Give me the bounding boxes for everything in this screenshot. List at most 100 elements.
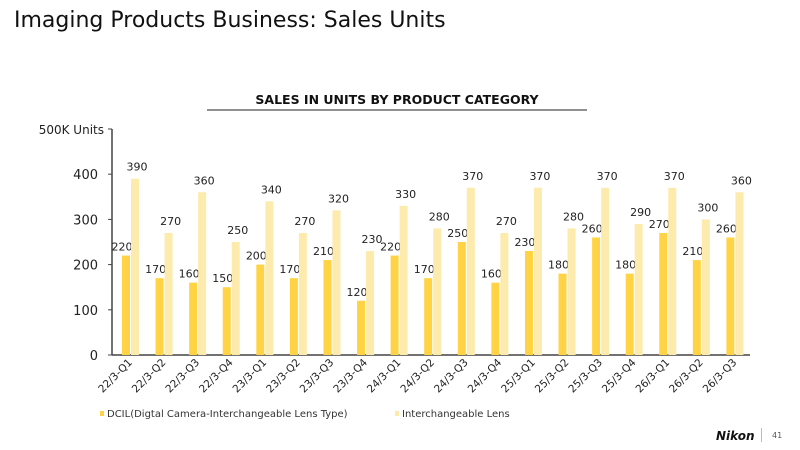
legend-label: Interchangeable Lens [402,409,510,420]
legend-label: DCIL(Digtal Camera-Interchangeable Lens … [107,409,348,420]
data-label: 230 [514,236,535,249]
bar-lens [131,178,139,355]
legend-swatch [100,411,104,416]
bar-dcil [289,278,298,355]
x-tick-label: 23/3-Q4 [331,356,370,395]
bar-dcil [692,260,701,355]
y-tick-label: 0 [90,349,98,364]
data-label: 360 [731,174,752,187]
data-label: 260 [716,222,737,235]
bar-lens [198,192,207,355]
bar-dcil [323,260,332,355]
bar-dcil [122,255,130,355]
y-tick-label: 400 [73,168,98,183]
x-tick-label: 24/3-Q4 [466,356,505,395]
data-label: 280 [563,210,584,223]
data-label: 370 [462,170,483,183]
page-title: Imaging Products Business: Sales Units [14,8,446,33]
data-label: 370 [529,170,550,183]
bar-lens [634,223,643,355]
data-label: 340 [261,183,282,196]
bar-dcil [457,242,466,355]
data-label: 200 [246,250,267,263]
bar-dcil [390,255,399,355]
data-label: 160 [179,268,200,281]
data-label: 170 [145,263,166,276]
data-label: 270 [160,215,181,228]
footer-divider [761,428,762,442]
x-tick-label: 23/3-Q2 [264,357,303,396]
bar-dcil [222,287,231,355]
bar-lens [735,192,744,355]
data-label: 330 [395,188,416,201]
bar-lens [567,228,576,355]
x-tick-label: 24/3-Q3 [432,357,471,396]
x-tick-label: 26/3-Q1 [633,357,672,396]
bar-dcil [625,273,634,355]
x-tick-label: 22/3-Q3 [163,357,202,396]
x-tick-label: 24/3-Q2 [398,357,437,396]
legend-swatch [395,411,399,416]
bar-lens [298,232,307,355]
y-tick-label: 300 [73,213,98,228]
x-tick-label: 26/3-Q2 [667,357,706,396]
y-axis-label: 500K Units [39,123,104,137]
data-label: 270 [649,218,670,231]
bar-dcil [558,273,567,355]
data-label: 270 [294,215,315,228]
data-label: 250 [227,224,248,237]
x-tick-label: 23/3-Q1 [231,357,270,396]
bar-dcil [659,232,668,355]
data-label: 170 [279,263,300,276]
bar-dcil [357,300,366,355]
bar-lens [332,210,341,355]
bar-dcil [189,282,198,355]
bar-lens [601,187,610,355]
data-label: 290 [630,206,651,219]
data-label: 300 [697,201,718,214]
data-label: 370 [664,170,685,183]
y-tick-label: 200 [73,259,98,274]
x-tick-label: 25/3-Q4 [600,356,639,395]
x-tick-label: 26/3-Q3 [701,357,740,396]
x-tick-label: 23/3-Q3 [298,357,337,396]
data-label: 360 [194,174,215,187]
bar-lens [433,228,442,355]
x-tick-label: 22/3-Q2 [130,357,169,396]
bar-lens [701,219,710,355]
y-tick-label: 100 [73,304,98,319]
data-label: 270 [496,215,517,228]
data-label: 160 [481,268,502,281]
bar-lens [265,201,274,355]
x-tick-label: 25/3-Q3 [566,357,605,396]
bar-lens [231,242,240,355]
bar-lens [466,187,475,355]
x-tick-label: 24/3-Q1 [365,357,404,396]
x-tick-label: 25/3-Q1 [499,357,538,396]
data-label: 370 [597,170,618,183]
data-label: 120 [347,286,368,299]
x-tick-label: 25/3-Q2 [533,357,572,396]
data-label: 250 [447,227,468,240]
x-tick-label: 22/3-Q4 [197,356,236,395]
chart-title: SALES IN UNITS BY PRODUCT CATEGORY [255,92,539,107]
bar-dcil [155,278,164,355]
data-label: 210 [682,245,703,258]
data-label: 230 [362,233,383,246]
bar-dcil [256,264,265,355]
page-number: 41 [772,431,783,440]
data-label: 280 [429,210,450,223]
bar-lens [399,205,408,355]
data-label: 220 [112,241,133,254]
bar-dcil [491,282,500,355]
data-label: 170 [414,263,435,276]
bar-lens [500,232,509,355]
x-tick-label: 22/3-Q1 [96,357,135,396]
data-label: 180 [548,259,569,272]
bar-dcil [424,278,433,355]
bar-lens [164,232,173,355]
nikon-logo: Nikon [716,429,755,443]
bar-dcil [592,237,601,355]
data-label: 150 [212,272,233,285]
